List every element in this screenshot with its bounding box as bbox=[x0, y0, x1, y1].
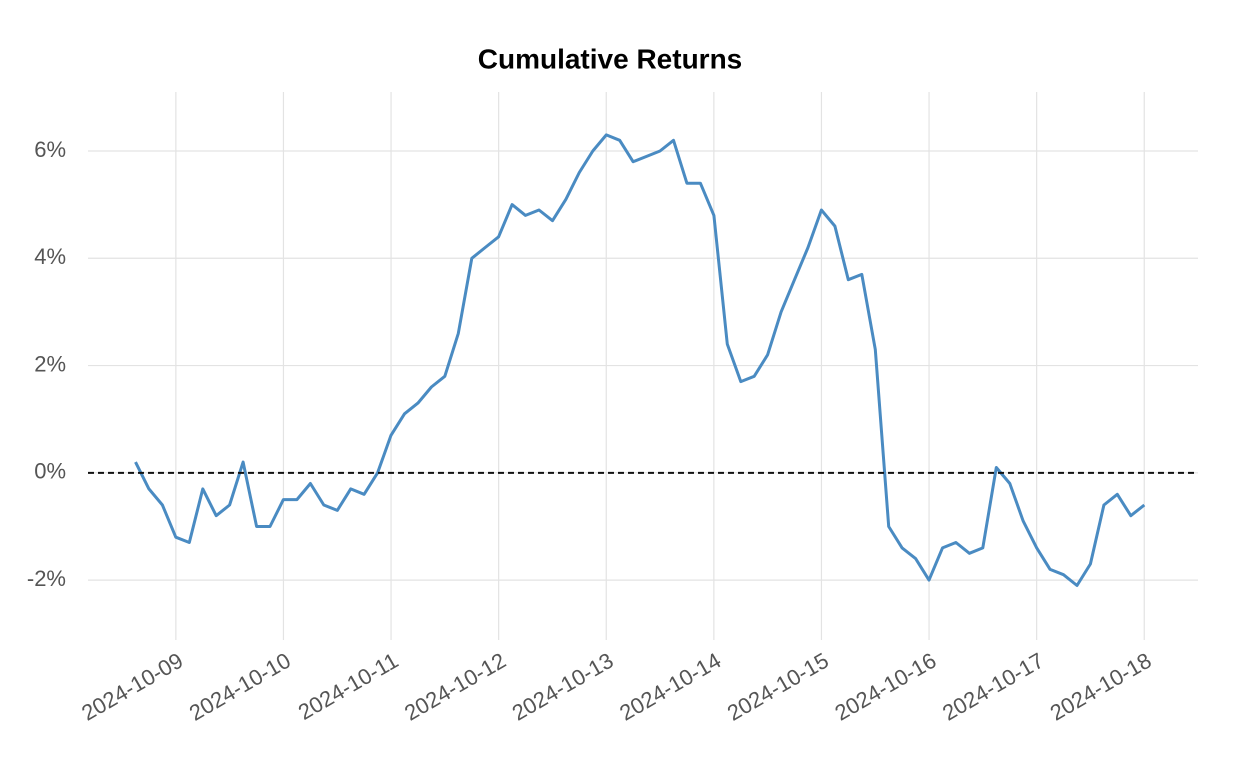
y-tick-label: 2% bbox=[34, 351, 66, 376]
y-tick-label: 4% bbox=[34, 244, 66, 269]
chart-title: Cumulative Returns bbox=[478, 43, 743, 74]
series-line bbox=[134, 133, 1146, 587]
y-tick-label: -2% bbox=[27, 566, 66, 591]
y-tick-label: 6% bbox=[34, 137, 66, 162]
y-tick-label: 0% bbox=[34, 459, 66, 484]
